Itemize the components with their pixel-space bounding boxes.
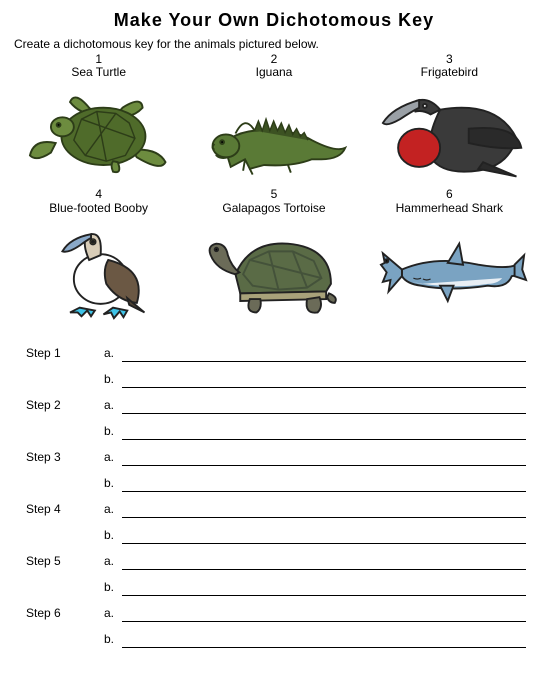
- step-part-b: b.: [104, 528, 122, 544]
- answer-line[interactable]: [122, 424, 526, 440]
- animal-name: Frigatebird: [365, 66, 534, 79]
- instruction-text: Create a dichotomous key for the animals…: [14, 37, 534, 51]
- step-part-b: b.: [104, 476, 122, 492]
- step-row: b.: [26, 570, 534, 596]
- animal-name: Hammerhead Shark: [365, 202, 534, 215]
- animal-cell: 5 Galapagos Tortoise: [189, 188, 358, 321]
- animal-number: 4: [14, 188, 183, 201]
- frigatebird-image: [365, 81, 534, 186]
- step-row: b.: [26, 518, 534, 544]
- answer-line[interactable]: [122, 476, 526, 492]
- answer-line[interactable]: [122, 632, 526, 648]
- step-part-b: b.: [104, 424, 122, 440]
- answer-line[interactable]: [122, 398, 526, 414]
- step-label: Step 6: [26, 606, 104, 622]
- answer-line[interactable]: [122, 606, 526, 622]
- step-row: b.: [26, 414, 534, 440]
- step-label: Step 4: [26, 502, 104, 518]
- animal-cell: 4 Blue-footed Booby: [14, 188, 183, 321]
- step-row: Step 4 a.: [26, 492, 534, 518]
- tortoise-image: [189, 217, 358, 322]
- animal-number: 6: [365, 188, 534, 201]
- step-row: Step 3 a.: [26, 440, 534, 466]
- answer-line[interactable]: [122, 554, 526, 570]
- shark-image: [365, 217, 534, 322]
- step-label: Step 1: [26, 346, 104, 362]
- answer-line[interactable]: [122, 450, 526, 466]
- page-title: Make Your Own Dichotomous Key: [14, 10, 534, 31]
- iguana-image: [189, 81, 358, 186]
- animal-cell: 3 Frigatebird: [365, 53, 534, 186]
- answer-line[interactable]: [122, 372, 526, 388]
- sea-turtle-image: [14, 81, 183, 186]
- step-label: Step 2: [26, 398, 104, 414]
- step-row: Step 1 a.: [26, 336, 534, 362]
- animal-grid: 1 Sea Turtle: [14, 53, 534, 322]
- step-part-a: a.: [104, 606, 122, 622]
- step-part-a: a.: [104, 502, 122, 518]
- step-part-b: b.: [104, 580, 122, 596]
- step-part-a: a.: [104, 554, 122, 570]
- animal-name: Sea Turtle: [14, 66, 183, 79]
- step-row: b.: [26, 362, 534, 388]
- animal-name: Blue-footed Booby: [14, 202, 183, 215]
- animal-name: Iguana: [189, 66, 358, 79]
- step-row: b.: [26, 622, 534, 648]
- step-row: Step 6 a.: [26, 596, 534, 622]
- step-row: Step 2 a.: [26, 388, 534, 414]
- step-row: Step 5 a.: [26, 544, 534, 570]
- animal-cell: 2 Iguana: [189, 53, 358, 186]
- step-part-b: b.: [104, 372, 122, 388]
- step-part-a: a.: [104, 450, 122, 466]
- animal-name: Galapagos Tortoise: [189, 202, 358, 215]
- answer-line[interactable]: [122, 346, 526, 362]
- answer-line[interactable]: [122, 502, 526, 518]
- step-part-a: a.: [104, 398, 122, 414]
- steps-section: Step 1 a. b. Step 2 a. b. Step 3 a. b. S…: [14, 336, 534, 648]
- answer-line[interactable]: [122, 528, 526, 544]
- step-label: Step 3: [26, 450, 104, 466]
- step-label: Step 5: [26, 554, 104, 570]
- animal-number: 5: [189, 188, 358, 201]
- step-part-b: b.: [104, 632, 122, 648]
- step-row: b.: [26, 466, 534, 492]
- animal-cell: 1 Sea Turtle: [14, 53, 183, 186]
- booby-image: [14, 217, 183, 322]
- answer-line[interactable]: [122, 580, 526, 596]
- animal-cell: 6 Hammerhead Shark: [365, 188, 534, 321]
- step-part-a: a.: [104, 346, 122, 362]
